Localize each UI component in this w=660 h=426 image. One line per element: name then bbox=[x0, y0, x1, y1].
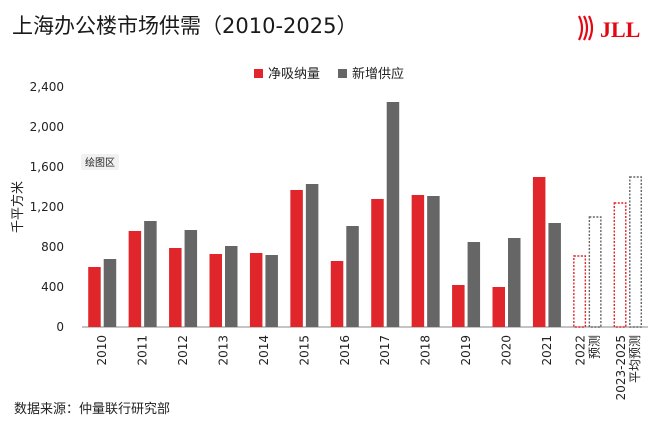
logo-text: JLL bbox=[600, 17, 640, 42]
bar-supply bbox=[548, 223, 561, 327]
bar-supply bbox=[265, 255, 278, 327]
x-tick-label: 2011 bbox=[136, 335, 150, 366]
bars bbox=[88, 102, 642, 328]
legend-label: 净吸纳量 bbox=[268, 67, 320, 82]
bar-supply bbox=[144, 221, 157, 327]
plot-area-label-box bbox=[81, 154, 119, 170]
bar-absorption bbox=[452, 285, 465, 327]
legend-swatch bbox=[338, 69, 347, 78]
x-tick-label: 2021 bbox=[540, 335, 554, 366]
bar-absorption bbox=[330, 261, 344, 327]
plot-area-label: 绘图区 bbox=[81, 154, 119, 170]
y-tick-label: 2,400 bbox=[30, 80, 64, 94]
bar-supply bbox=[427, 196, 440, 327]
bar-supply bbox=[305, 184, 319, 327]
bar-absorption bbox=[249, 253, 263, 327]
bar-absorption bbox=[169, 248, 182, 327]
bar-absorption bbox=[209, 254, 222, 327]
source-note: 数据来源：仲量联行研究部 bbox=[14, 402, 171, 417]
x-tick-label: 2022预测 bbox=[573, 335, 601, 366]
x-tick-label: 2018 bbox=[419, 335, 433, 366]
bar-supply bbox=[103, 259, 117, 327]
y-axis-title: 千平方米 bbox=[10, 181, 26, 233]
bar-absorption bbox=[290, 190, 303, 327]
bar-supply bbox=[629, 176, 642, 328]
bar-supply bbox=[508, 238, 521, 327]
x-axis: 2010 2011 2012 2013 2014 2015 2016 2017 2018 2019… bbox=[95, 335, 642, 400]
y-tick-label: 400 bbox=[41, 280, 64, 294]
legend-label: 新增供应 bbox=[352, 66, 404, 82]
chart-title: 上海办公楼市场供需（2010-2025） bbox=[12, 14, 358, 38]
legend: 净吸纳量 新增供应 bbox=[254, 66, 404, 82]
bar-absorption bbox=[613, 202, 627, 328]
x-tick-label: 2023-2025平均预测 bbox=[614, 335, 642, 400]
bar-absorption bbox=[411, 195, 425, 327]
x-tick-label: 2015 bbox=[297, 335, 311, 366]
legend-swatch bbox=[254, 69, 263, 78]
bar-absorption bbox=[88, 267, 101, 327]
bar-absorption bbox=[573, 255, 587, 328]
x-tick-label: 2012 bbox=[176, 335, 190, 366]
y-tick-label: 1,600 bbox=[30, 160, 64, 174]
bar-absorption bbox=[371, 199, 384, 327]
bar-supply bbox=[346, 226, 359, 327]
x-tick-label: 2014 bbox=[257, 335, 271, 366]
y-tick-label: 0 bbox=[56, 320, 64, 334]
bar-supply bbox=[467, 242, 481, 327]
jll-logo: JLL bbox=[578, 15, 640, 42]
bar-supply bbox=[386, 102, 400, 327]
plot-area-label-text: 绘图区 bbox=[85, 156, 115, 169]
x-tick-label: 2010 bbox=[95, 335, 109, 366]
jll-logo-icon bbox=[578, 15, 594, 41]
x-tick-label: 2020 bbox=[500, 335, 514, 366]
bar-absorption bbox=[492, 287, 505, 327]
y-tick-label: 2,000 bbox=[30, 120, 64, 134]
bar-supply bbox=[225, 246, 238, 327]
x-tick-label: 2017 bbox=[378, 335, 392, 366]
bar-absorption bbox=[128, 231, 142, 327]
bar-absorption bbox=[532, 177, 546, 327]
x-tick-label: 2019 bbox=[459, 335, 473, 366]
x-tick-label: 2013 bbox=[217, 335, 231, 366]
x-tick-label: 2016 bbox=[338, 335, 352, 366]
bar-supply bbox=[184, 230, 198, 327]
bar-supply bbox=[588, 216, 602, 328]
y-tick-label: 800 bbox=[41, 240, 64, 254]
y-tick-label: 1,200 bbox=[30, 200, 64, 214]
